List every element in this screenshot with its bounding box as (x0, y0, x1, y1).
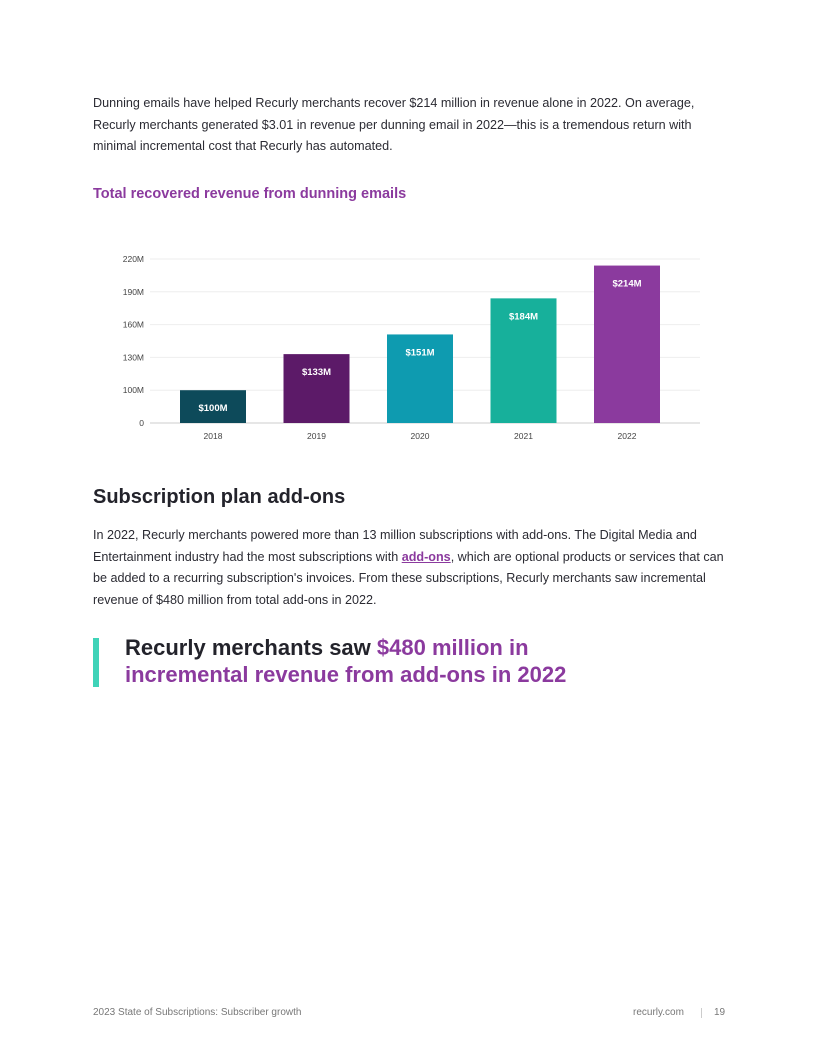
intro-paragraph: Dunning emails have helped Recurly merch… (93, 96, 695, 154)
value-label: $151M (405, 347, 434, 358)
chart-title: Total recovered revenue from dunning ema… (93, 186, 407, 202)
x-tick-label: 2018 (204, 431, 223, 441)
callout-text: Recurly merchants saw (125, 635, 377, 660)
x-tick-label: 2020 (411, 431, 430, 441)
x-tick-label: 2021 (514, 431, 533, 441)
x-tick-label: 2019 (307, 431, 326, 441)
value-label: $133M (302, 367, 331, 378)
y-tick-label: 160M (123, 320, 144, 330)
bar (387, 334, 453, 423)
value-label: $214M (612, 279, 641, 290)
value-label: $184M (509, 311, 538, 322)
section-heading: Subscription plan add-ons (93, 486, 346, 508)
section-paragraph: In 2022, Recurly merchants powered more … (93, 525, 725, 611)
y-tick-label: 100M (123, 385, 144, 395)
callout: Recurly merchants saw $480 million in in… (125, 634, 645, 688)
footer-title: 2023 State of Subscriptions: Subscriber … (93, 1007, 302, 1018)
page-number: 19 (714, 1007, 726, 1018)
link[interactable]: add-ons (401, 549, 451, 564)
chart: 0 100M 130M 160M 190M 220M 2018 $100M 2019 $133M 2… (123, 254, 700, 441)
bar (594, 265, 660, 423)
callout-highlight: $480 million in incremental revenue from… (125, 635, 567, 687)
footer-site[interactable]: recurly.com (633, 1007, 684, 1018)
footer-separator (701, 1008, 702, 1018)
y-tick-label: 220M (123, 254, 144, 264)
text: In 2022, Recurly merchants powered more … (93, 528, 697, 564)
y-tick-label: 190M (123, 287, 144, 297)
bar (180, 390, 246, 423)
callout-bar (93, 638, 99, 687)
bar (490, 298, 557, 423)
value-label: $100M (198, 403, 227, 414)
x-tick-label: 2022 (618, 431, 637, 441)
bar (283, 354, 350, 423)
y-tick-label: 0 (139, 418, 144, 428)
y-tick-label: 130M (123, 352, 144, 362)
text: , which are optional products or service… (93, 549, 724, 607)
